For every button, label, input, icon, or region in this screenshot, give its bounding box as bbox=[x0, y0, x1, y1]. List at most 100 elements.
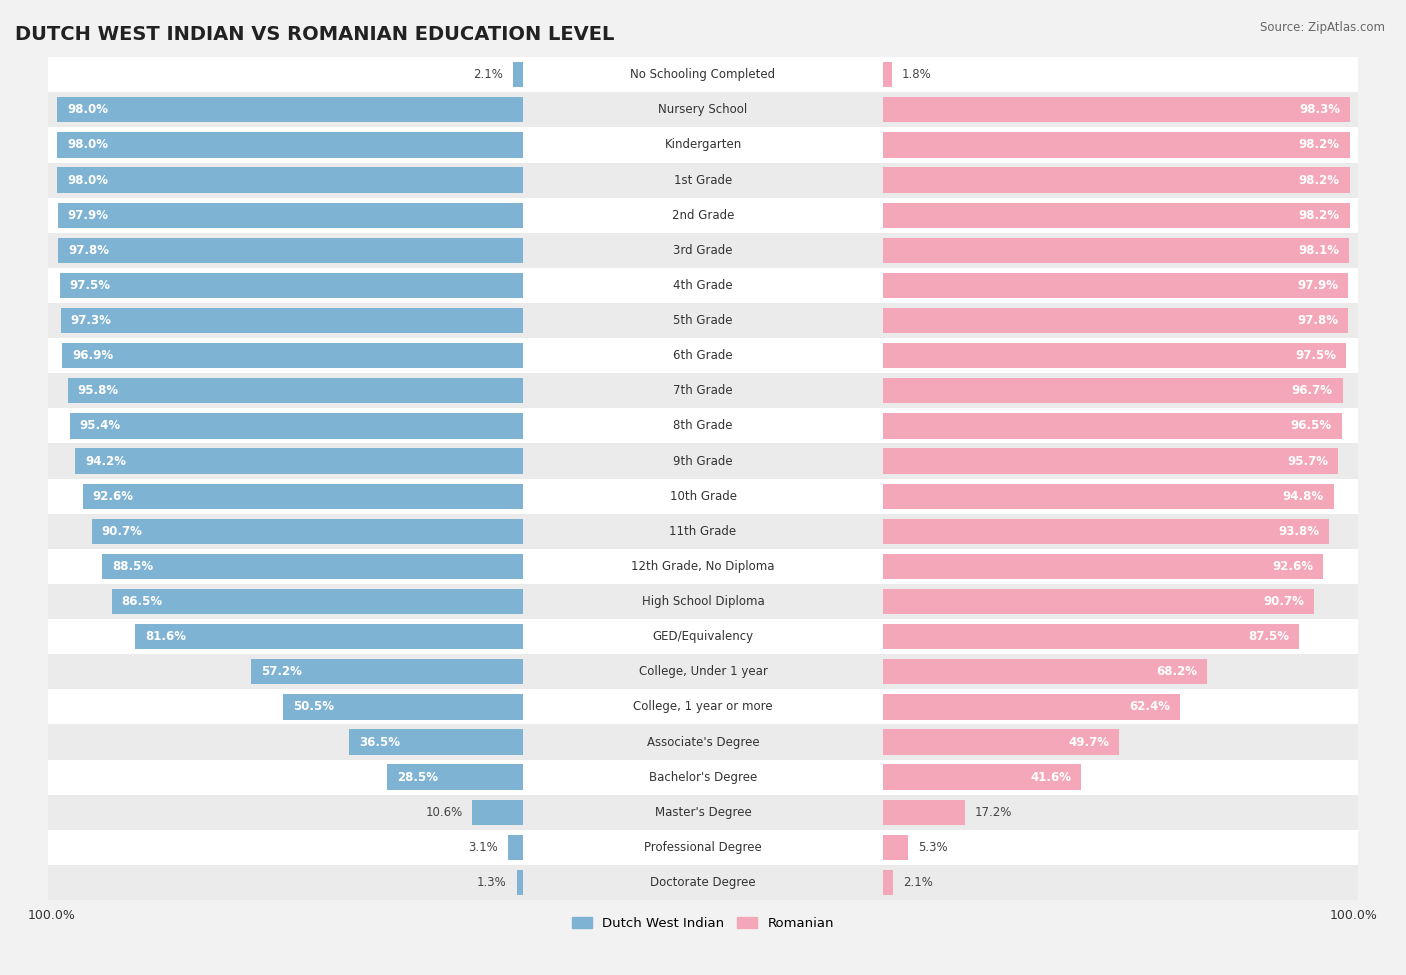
Bar bbox=[48, 58, 1358, 93]
Bar bbox=[48, 724, 1358, 760]
Bar bbox=[252, 659, 523, 684]
Text: 7th Grade: 7th Grade bbox=[673, 384, 733, 397]
Bar bbox=[48, 444, 1358, 479]
Bar bbox=[883, 764, 1081, 790]
Bar bbox=[48, 514, 1358, 549]
Text: 8th Grade: 8th Grade bbox=[673, 419, 733, 433]
Bar bbox=[883, 378, 1343, 404]
Text: 98.2%: 98.2% bbox=[1299, 174, 1340, 186]
Bar bbox=[883, 273, 1348, 298]
Text: 98.0%: 98.0% bbox=[67, 103, 108, 116]
Text: 90.7%: 90.7% bbox=[1264, 595, 1305, 608]
Text: 88.5%: 88.5% bbox=[112, 560, 153, 573]
Text: 97.9%: 97.9% bbox=[67, 209, 108, 221]
Text: 28.5%: 28.5% bbox=[398, 770, 439, 784]
Bar bbox=[48, 549, 1358, 584]
Text: 68.2%: 68.2% bbox=[1156, 665, 1198, 679]
Text: 36.5%: 36.5% bbox=[360, 735, 401, 749]
Text: 93.8%: 93.8% bbox=[1278, 525, 1319, 538]
Text: 12th Grade, No Diploma: 12th Grade, No Diploma bbox=[631, 560, 775, 573]
Bar bbox=[516, 870, 523, 895]
Text: No Schooling Completed: No Schooling Completed bbox=[630, 68, 776, 81]
Bar bbox=[472, 800, 523, 825]
Text: 98.2%: 98.2% bbox=[1299, 209, 1340, 221]
Bar bbox=[48, 409, 1358, 444]
Text: 98.2%: 98.2% bbox=[1299, 138, 1340, 151]
Bar bbox=[883, 168, 1350, 193]
Bar bbox=[48, 198, 1358, 233]
Text: 94.2%: 94.2% bbox=[86, 454, 127, 468]
Text: 17.2%: 17.2% bbox=[974, 805, 1012, 819]
Text: 10th Grade: 10th Grade bbox=[669, 489, 737, 503]
Text: GED/Equivalency: GED/Equivalency bbox=[652, 630, 754, 644]
Text: 97.8%: 97.8% bbox=[1296, 314, 1339, 327]
Bar bbox=[883, 62, 891, 88]
Text: 96.5%: 96.5% bbox=[1291, 419, 1331, 433]
Bar bbox=[48, 373, 1358, 409]
Bar bbox=[883, 98, 1350, 123]
Text: College, Under 1 year: College, Under 1 year bbox=[638, 665, 768, 679]
Text: 1st Grade: 1st Grade bbox=[673, 174, 733, 186]
Bar bbox=[508, 835, 523, 860]
Bar bbox=[83, 484, 523, 509]
Text: 50.5%: 50.5% bbox=[292, 700, 333, 714]
Text: 95.8%: 95.8% bbox=[77, 384, 118, 397]
Text: 97.5%: 97.5% bbox=[69, 279, 111, 292]
Text: 3rd Grade: 3rd Grade bbox=[673, 244, 733, 256]
Text: 97.3%: 97.3% bbox=[70, 314, 111, 327]
Bar bbox=[883, 554, 1323, 579]
Bar bbox=[48, 233, 1358, 268]
Bar bbox=[883, 659, 1208, 684]
Text: 100.0%: 100.0% bbox=[1330, 909, 1378, 921]
Text: 96.7%: 96.7% bbox=[1292, 384, 1333, 397]
Text: 95.4%: 95.4% bbox=[80, 419, 121, 433]
Bar bbox=[48, 654, 1358, 689]
Bar bbox=[48, 830, 1358, 865]
Text: 86.5%: 86.5% bbox=[122, 595, 163, 608]
Bar bbox=[283, 694, 523, 720]
Bar bbox=[58, 203, 523, 228]
Bar bbox=[48, 584, 1358, 619]
Text: 90.7%: 90.7% bbox=[101, 525, 142, 538]
Bar bbox=[58, 168, 523, 193]
Text: 92.6%: 92.6% bbox=[1272, 560, 1313, 573]
Text: 4th Grade: 4th Grade bbox=[673, 279, 733, 292]
Text: 49.7%: 49.7% bbox=[1069, 735, 1109, 749]
Text: 2.1%: 2.1% bbox=[474, 68, 503, 81]
Text: 81.6%: 81.6% bbox=[145, 630, 186, 644]
Text: 98.3%: 98.3% bbox=[1299, 103, 1340, 116]
Bar bbox=[112, 589, 523, 614]
Bar bbox=[60, 308, 523, 333]
Text: 96.9%: 96.9% bbox=[72, 349, 114, 362]
Text: 1.3%: 1.3% bbox=[477, 876, 506, 889]
Bar bbox=[883, 729, 1119, 755]
Text: Kindergarten: Kindergarten bbox=[665, 138, 741, 151]
Text: 94.8%: 94.8% bbox=[1282, 489, 1323, 503]
Bar bbox=[513, 62, 523, 88]
Bar bbox=[883, 870, 893, 895]
Bar bbox=[58, 238, 523, 263]
Bar bbox=[883, 308, 1348, 333]
Text: 98.0%: 98.0% bbox=[67, 138, 108, 151]
Bar bbox=[388, 764, 523, 790]
Text: Doctorate Degree: Doctorate Degree bbox=[650, 876, 756, 889]
Text: 2.1%: 2.1% bbox=[903, 876, 932, 889]
Text: 97.9%: 97.9% bbox=[1298, 279, 1339, 292]
Text: 92.6%: 92.6% bbox=[93, 489, 134, 503]
Text: 2nd Grade: 2nd Grade bbox=[672, 209, 734, 221]
Bar bbox=[48, 338, 1358, 373]
Bar bbox=[48, 128, 1358, 163]
Text: Nursery School: Nursery School bbox=[658, 103, 748, 116]
Bar bbox=[103, 554, 523, 579]
Bar bbox=[883, 448, 1339, 474]
Text: 41.6%: 41.6% bbox=[1031, 770, 1071, 784]
Bar bbox=[883, 519, 1329, 544]
Text: Associate's Degree: Associate's Degree bbox=[647, 735, 759, 749]
Text: DUTCH WEST INDIAN VS ROMANIAN EDUCATION LEVEL: DUTCH WEST INDIAN VS ROMANIAN EDUCATION … bbox=[15, 24, 614, 44]
Bar bbox=[59, 273, 523, 298]
Text: 87.5%: 87.5% bbox=[1249, 630, 1289, 644]
Text: 6th Grade: 6th Grade bbox=[673, 349, 733, 362]
Text: 98.0%: 98.0% bbox=[67, 174, 108, 186]
Bar bbox=[48, 303, 1358, 338]
Text: 97.5%: 97.5% bbox=[1295, 349, 1337, 362]
